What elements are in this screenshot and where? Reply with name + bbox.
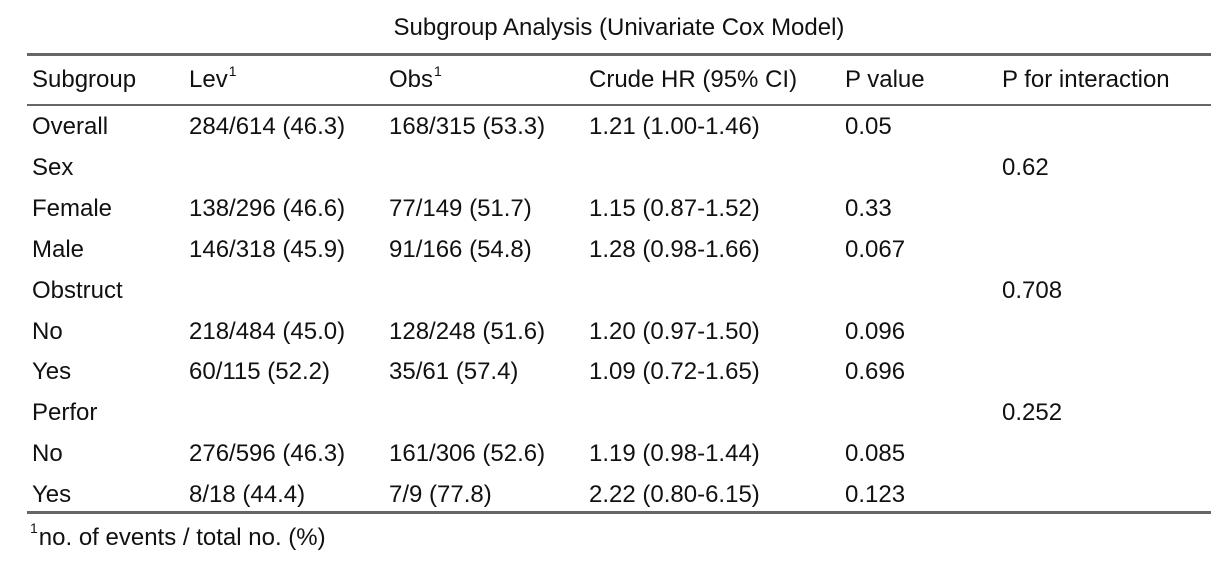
bottom-rule <box>27 511 1211 514</box>
table-row: No 276/596 (46.3) 161/306 (52.6) 1.19 (0.98… <box>0 438 1226 470</box>
table-footnote: 1no. of events / total no. (%) <box>30 520 326 554</box>
cell-lev: 8/18 (44.4) <box>189 481 306 508</box>
cell-subgroup: Male <box>32 236 85 263</box>
cell-lev: 146/318 (45.9) <box>189 236 346 263</box>
top-rule <box>27 53 1211 56</box>
cell-subgroup: Perfor <box>32 399 98 426</box>
cell-crude-hr: 1.28 (0.98-1.66) <box>589 236 760 263</box>
table-row: Yes 8/18 (44.4) 7/9 (77.8) 2.22 (0.80-6.15)… <box>0 479 1226 511</box>
cell-p-interaction: 0.62 <box>1002 154 1049 181</box>
cell-p-interaction: 0.252 <box>1002 399 1063 426</box>
footnote-marker: 1 <box>30 520 38 536</box>
cell-p-value: 0.085 <box>845 440 906 467</box>
cell-subgroup: Obstruct <box>32 277 123 304</box>
cell-subgroup: No <box>32 440 63 467</box>
cell-obs: 77/149 (51.7) <box>389 195 532 222</box>
cell-obs: 7/9 (77.8) <box>389 481 492 508</box>
header-lev-label: Lev <box>189 66 228 93</box>
cell-crude-hr: 1.09 (0.72-1.65) <box>589 358 760 385</box>
table-row: Sex 0.62 <box>0 152 1226 184</box>
table-row: Female 138/296 (46.6) 77/149 (51.7) 1.15 (0… <box>0 193 1226 225</box>
cell-crude-hr: 2.22 (0.80-6.15) <box>589 481 760 508</box>
cell-p-value: 0.05 <box>845 113 892 140</box>
cell-obs: 168/315 (53.3) <box>389 113 546 140</box>
cell-p-value: 0.123 <box>845 481 906 508</box>
cell-obs: 128/248 (51.6) <box>389 318 546 345</box>
cell-subgroup: No <box>32 318 63 345</box>
cell-obs: 35/61 (57.4) <box>389 358 519 385</box>
table-row: No 218/484 (45.0) 128/248 (51.6) 1.20 (0.97… <box>0 316 1226 348</box>
header-p-value: P value <box>845 64 925 96</box>
cell-subgroup: Overall <box>32 113 109 140</box>
header-crude-hr: Crude HR (95% CI) <box>589 64 797 96</box>
cell-lev: 284/614 (46.3) <box>189 113 346 140</box>
header-lev-footnote-marker: 1 <box>228 63 237 79</box>
header-p-interaction: P for interaction <box>1002 64 1170 96</box>
cell-subgroup: Sex <box>32 154 74 181</box>
header-obs: Obs1 <box>389 64 442 96</box>
table-row: Overall 284/614 (46.3) 168/315 (53.3) 1.21 … <box>0 111 1226 143</box>
cell-obs: 91/166 (54.8) <box>389 236 532 263</box>
cell-p-interaction: 0.708 <box>1002 277 1063 304</box>
cell-p-value: 0.096 <box>845 318 906 345</box>
table-title: Subgroup Analysis (Univariate Cox Model) <box>393 14 845 41</box>
cell-subgroup: Yes <box>32 358 72 385</box>
cell-subgroup: Yes <box>32 481 72 508</box>
header-subgroup-label: Subgroup <box>32 66 137 93</box>
cell-lev: 276/596 (46.3) <box>189 440 346 467</box>
table-row: Obstruct 0.708 <box>0 275 1226 307</box>
cell-crude-hr: 1.21 (1.00-1.46) <box>589 113 760 140</box>
table-header-row: Subgroup Lev1 Obs1 Crude HR (95% CI) P v… <box>0 64 1226 96</box>
header-lev: Lev1 <box>189 64 237 96</box>
cell-crude-hr: 1.19 (0.98-1.44) <box>589 440 760 467</box>
header-obs-footnote-marker: 1 <box>434 63 442 79</box>
header-p-value-label: P value <box>845 66 925 93</box>
cell-crude-hr: 1.20 (0.97-1.50) <box>589 318 760 345</box>
cell-p-value: 0.33 <box>845 195 892 222</box>
cell-crude-hr: 1.15 (0.87-1.52) <box>589 195 760 222</box>
cell-obs: 161/306 (52.6) <box>389 440 546 467</box>
header-crude-hr-label: Crude HR (95% CI) <box>589 66 798 93</box>
header-subgroup: Subgroup <box>32 64 136 96</box>
table-row: Perfor 0.252 <box>0 397 1226 429</box>
cell-p-value: 0.067 <box>845 236 906 263</box>
cell-lev: 218/484 (45.0) <box>189 318 346 345</box>
header-obs-label: Obs <box>389 66 434 93</box>
header-rule <box>27 104 1211 106</box>
cell-p-value: 0.696 <box>845 358 906 385</box>
cell-lev: 60/115 (52.2) <box>189 358 330 385</box>
footnote-text: no. of events / total no. (%) <box>38 524 326 551</box>
cell-lev: 138/296 (46.6) <box>189 195 346 222</box>
table-row: Yes 60/115 (52.2) 35/61 (57.4) 1.09 (0.72-1… <box>0 356 1226 388</box>
header-p-interaction-label: P for interaction <box>1002 66 1170 93</box>
table-row: Male 146/318 (45.9) 91/166 (54.8) 1.28 (0.9… <box>0 234 1226 266</box>
cell-subgroup: Female <box>32 195 113 222</box>
